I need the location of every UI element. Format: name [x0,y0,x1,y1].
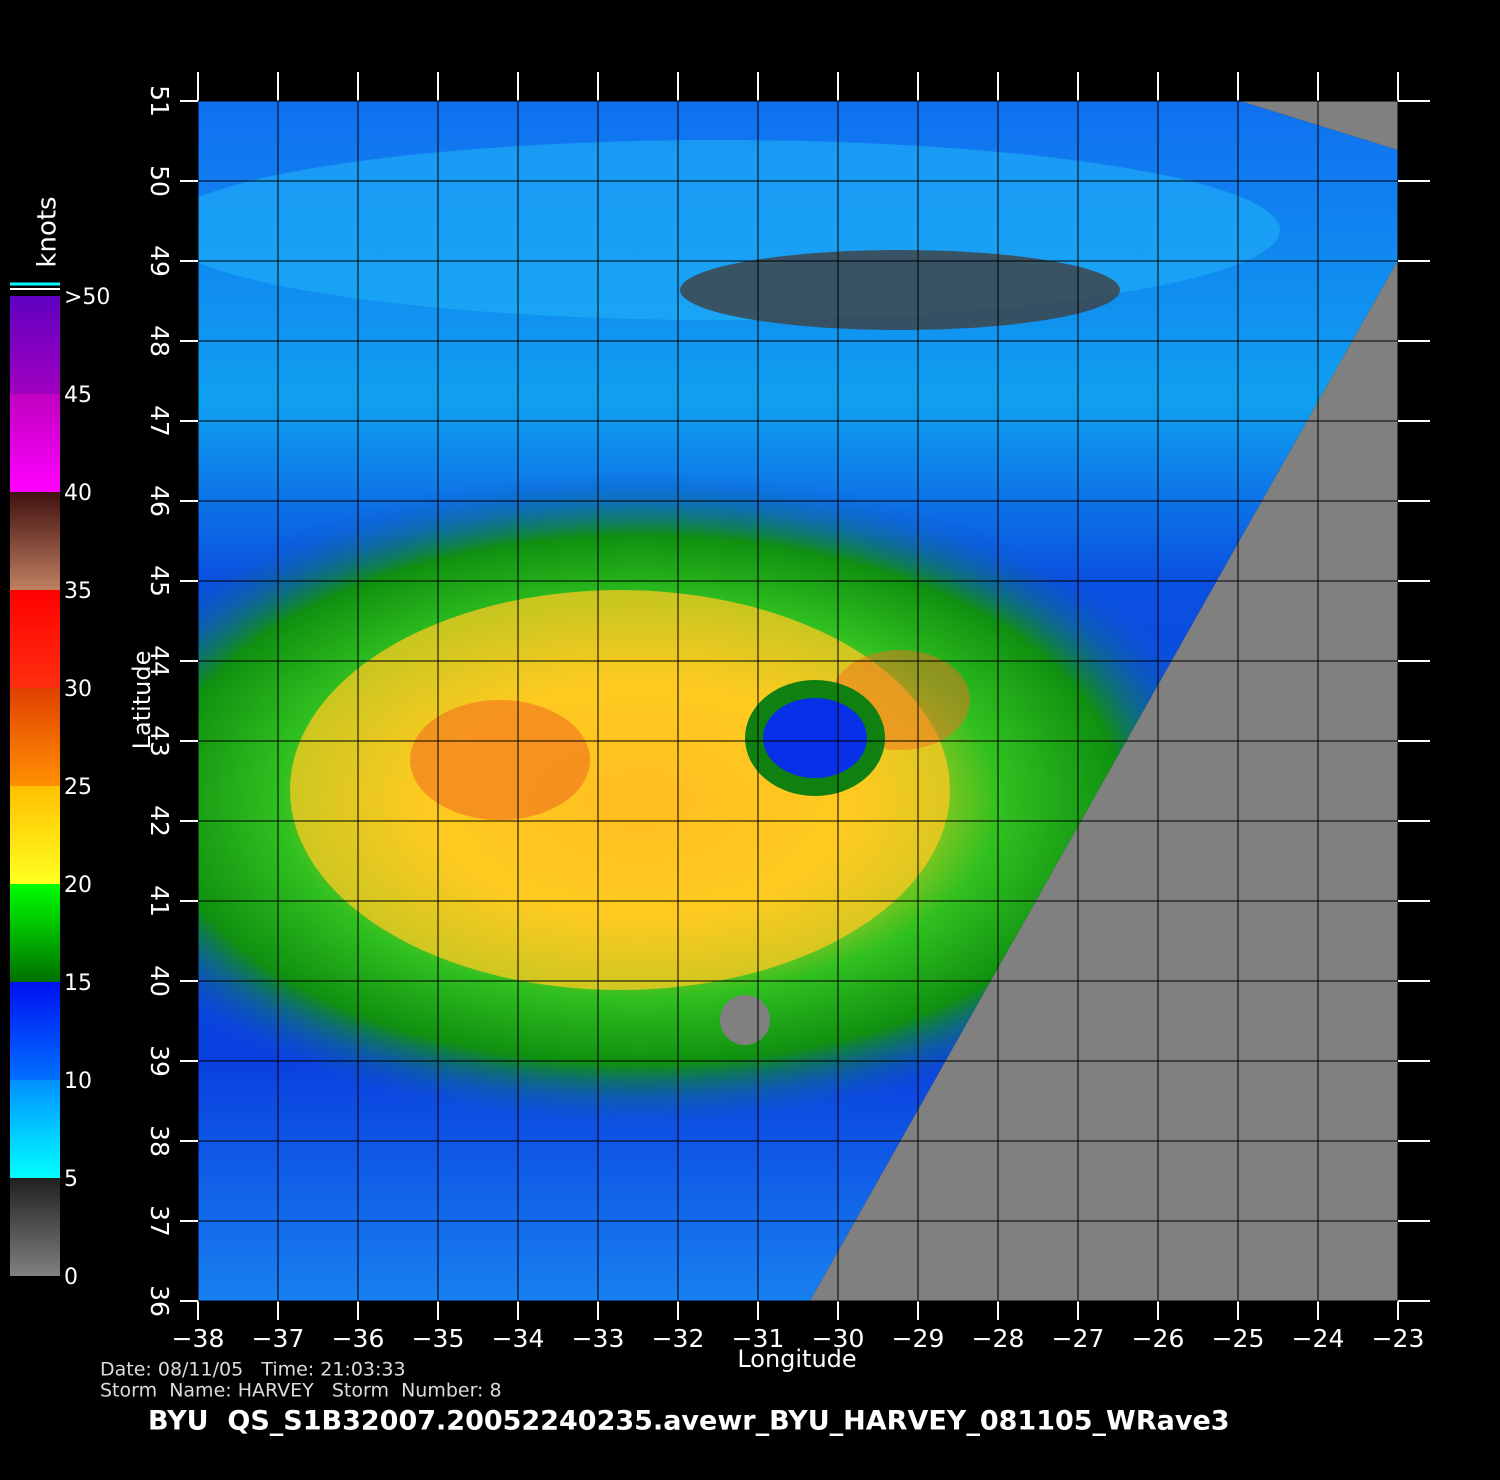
y-tick-label: 44 [145,645,174,677]
colorbar-tick-label: 40 [64,481,92,506]
y-tick-label: 37 [145,1205,174,1237]
y-tick-label: 47 [145,405,174,437]
x-axis-label: Longitude [737,1345,856,1373]
y-tick-label: 45 [145,565,174,597]
x-tick-label: −37 [252,1324,305,1353]
x-tick-label: −36 [332,1324,385,1353]
x-tick-label: −24 [1292,1324,1345,1353]
y-tick-label: 49 [145,245,174,277]
x-tick-label: −32 [652,1324,705,1353]
y-tick-label: 41 [145,885,174,917]
colorbar-band [10,296,60,394]
storm-info: Storm Name: HARVEY Storm Number: 8 [100,1380,502,1402]
y-tick-label: 36 [145,1285,174,1317]
colorbar-tick-label: 30 [64,677,92,702]
date-info: Date: 08/11/05 Time: 21:03:33 [100,1359,406,1381]
y-axis-label: Latitude [128,651,156,750]
x-tick-label: −35 [412,1324,465,1353]
x-tick-label: −28 [972,1324,1025,1353]
no-data-region [810,260,1398,1301]
colorbar-tick-label: 15 [64,971,92,996]
x-tick-label: −25 [1212,1324,1265,1353]
colorbar-band [10,492,60,590]
colorbar-tick-label: 35 [64,579,92,604]
x-tick-label: −38 [172,1324,225,1353]
colorbar-tick-label: 20 [64,873,92,898]
colorbar-band [10,1178,60,1276]
colorbar-tick-label: 0 [64,1265,78,1290]
x-tick-label: −30 [812,1324,865,1353]
x-tick-label: −23 [1372,1324,1425,1353]
colorbar-tick-label: 25 [64,775,92,800]
y-tick-label: 51 [145,85,174,117]
colorbar-band [10,688,60,786]
colorbar-band [10,884,60,982]
x-tick-label: −33 [572,1324,625,1353]
colorbar-tick-label: 45 [64,383,92,408]
y-tick-label: 46 [145,485,174,517]
colorbar-tick-label: 5 [64,1167,78,1192]
y-tick-label: 48 [145,325,174,357]
x-tick-label: −34 [492,1324,545,1353]
x-tick-label: −27 [1052,1324,1105,1353]
x-tick-label: −31 [732,1324,785,1353]
product-title: BYU QS_S1B32007.20052240235.avewr_BYU_HA… [148,1406,1230,1437]
colorbar-band [10,982,60,1080]
y-tick-label: 43 [145,725,174,757]
y-tick-label: 38 [145,1125,174,1157]
y-tick-label: 42 [145,805,174,837]
no-data-region [1240,101,1398,150]
colorbar-band [10,394,60,492]
colorbar-tick-label: 10 [64,1069,92,1094]
colorbar-band [10,1080,60,1178]
y-tick-label: 50 [145,165,174,197]
colorbar-band [10,590,60,688]
colorbar-label: knots [33,196,63,267]
x-tick-label: −29 [892,1324,945,1353]
colorbar-band [10,786,60,884]
colorbar-tick-label: >50 [64,285,110,310]
y-tick-label: 39 [145,1045,174,1077]
y-tick-label: 40 [145,965,174,997]
x-tick-label: −26 [1132,1324,1185,1353]
